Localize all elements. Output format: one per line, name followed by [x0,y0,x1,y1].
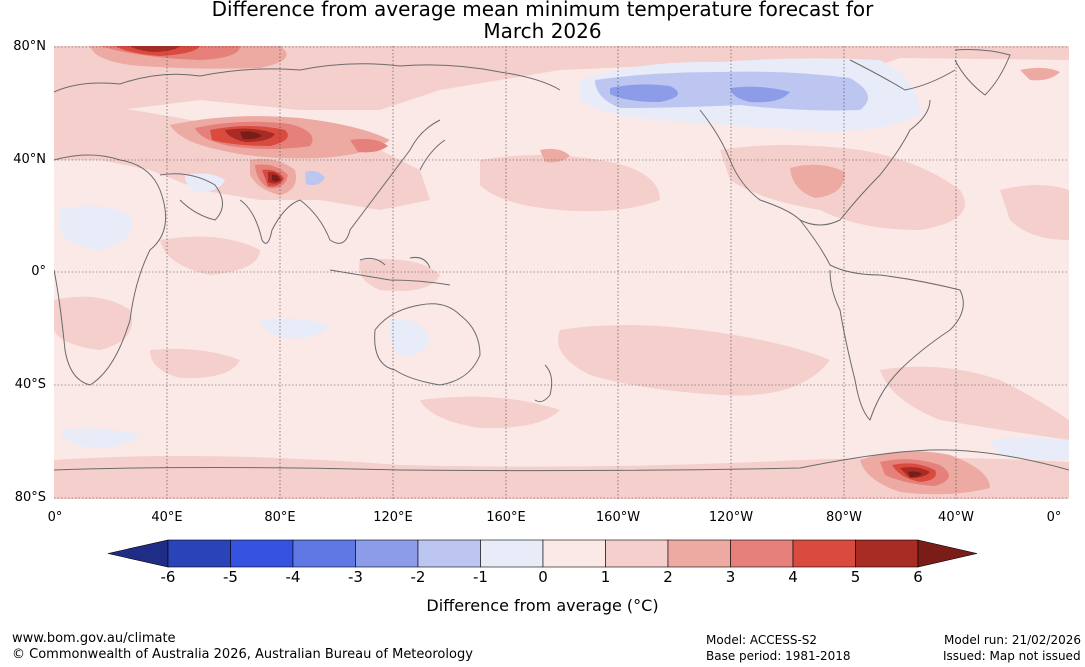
lat-label-40n: 40°N [13,152,46,167]
colorbar-tick-label: 3 [725,568,736,586]
lat-label-40s: 40°S [14,377,46,392]
lon-label-40e: 40°E [151,510,183,525]
colorbar-segment [292,539,356,568]
colorbar-segment [667,539,731,568]
lat-label-80s: 80°S [14,490,46,505]
model-run-date: Model run: 21/02/2026 [944,633,1082,647]
colorbar-segment [542,539,606,568]
lon-label-80e: 80°E [264,510,296,525]
colorbar-tick-label: -4 [285,568,301,586]
colorbar-segment [480,539,544,568]
colorbar-tick-label: 5 [850,568,861,586]
colorbar-segment [417,539,481,568]
copyright-notice: © Commonwealth of Australia 2026, Austra… [12,647,473,662]
lat-label-80n: 80°N [13,39,46,54]
lon-label-0: 0° [47,510,63,525]
anomaly-plus6-regions [240,131,922,478]
colorbar-tick-label: -1 [473,568,488,586]
lon-label-40w: 40°W [938,510,974,525]
issued-status: Issued: Map not issued [943,649,1081,663]
map-title-line-1: Difference from average mean minimum tem… [211,0,874,21]
colorbar-tick-label: 0 [538,568,548,586]
colorbar-segment [167,539,231,568]
colorbar-tick-label: -5 [223,568,238,586]
base-period: Base period: 1981-2018 [706,649,851,663]
colorbar-tick-label: -3 [348,568,363,586]
colorbar-segment [355,539,419,568]
colorbar-segment [230,539,294,568]
colorbar-tick-label: -2 [410,568,426,586]
colorbar-tick-label: 4 [788,568,798,586]
anomaly-minus3-regions [610,84,790,103]
lon-label-120e: 120°E [373,510,413,525]
model-name: Model: ACCESS-S2 [706,633,818,647]
lon-label-80w: 80°W [826,510,862,525]
colorbar-extend-low [107,539,169,568]
colorbar [107,539,978,568]
colorbar-tick-label: 6 [913,568,923,586]
colorbar-segment [605,539,669,568]
website-url: www.bom.gov.au/climate [12,631,176,646]
colorbar-tick-label: -6 [160,568,176,586]
anomaly-plus1-regions [54,46,1069,499]
graticule [54,46,1069,499]
lon-label-160w: 160°W [595,510,641,525]
lon-label-160e: 160°E [486,510,526,525]
colorbar-title: Difference from average (°C) [426,596,659,615]
colorbar-tick-label: 1 [600,568,611,586]
colorbar-extend-high [917,539,978,568]
lon-label-120w: 120°W [708,510,754,525]
lon-label-0-end: 0° [1046,510,1062,525]
map-title-line-2: March 2026 [483,19,602,43]
colorbar-segment [730,539,794,568]
forecast-map [54,46,1069,499]
colorbar-tick-label: 2 [663,568,673,586]
colorbar-segment [855,539,919,568]
coastlines [54,49,1069,472]
colorbar-segment [792,539,856,568]
lat-label-0: 0° [31,264,46,279]
